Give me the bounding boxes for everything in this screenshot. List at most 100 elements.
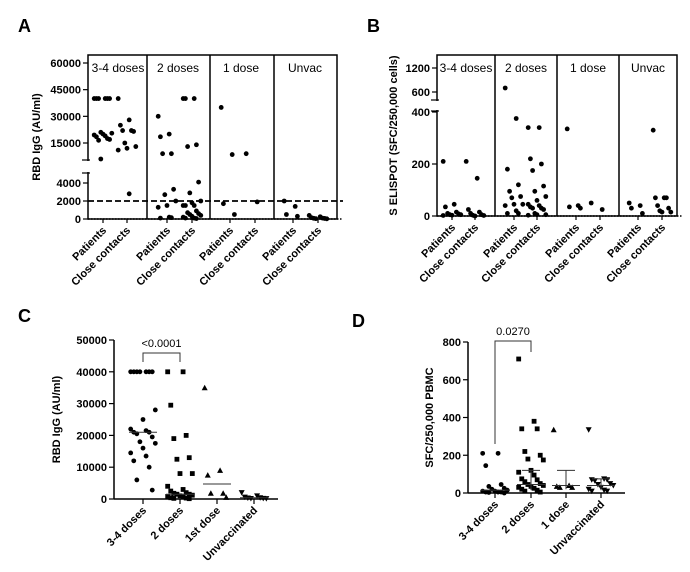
data-point (107, 96, 112, 101)
data-point (126, 117, 132, 123)
data-point (155, 204, 161, 210)
data-point (149, 369, 155, 375)
data-point (221, 201, 226, 207)
y-tick-label: 50000 (76, 335, 107, 347)
significance-bracket (142, 352, 181, 362)
x-category-label: 3-4 doses (105, 505, 149, 549)
data-point (292, 204, 298, 209)
plot-frame (87, 54, 338, 220)
data-point (158, 134, 163, 140)
data-point (518, 194, 523, 199)
data-point (585, 486, 592, 493)
data-point (522, 479, 528, 485)
data-point (284, 212, 289, 217)
data-point (164, 203, 170, 208)
data-point (594, 482, 601, 488)
data-point (220, 490, 227, 496)
data-point (567, 204, 572, 210)
data-point (463, 159, 469, 164)
data-point (165, 483, 171, 489)
data-point (509, 195, 515, 201)
data-point (137, 439, 143, 445)
subpanel-title: 3-4 doses (92, 61, 145, 75)
data-point (140, 445, 146, 451)
data-point (171, 490, 177, 496)
data-point (534, 426, 540, 432)
data-point (180, 494, 186, 500)
y-axis-label: S ELISPOT (SFC/250,000 cells) (388, 55, 400, 216)
y-tick-label: 60000 (50, 58, 81, 70)
data-point (126, 191, 132, 197)
data-point (173, 198, 179, 204)
data-point (536, 125, 542, 130)
y-tick-label: 400 (412, 107, 430, 119)
data-point (541, 207, 546, 212)
data-point (109, 130, 115, 136)
data-point (143, 453, 149, 459)
data-point (516, 356, 522, 362)
data-point (513, 116, 519, 121)
data-point (591, 478, 598, 484)
data-point (223, 494, 230, 500)
data-point (174, 456, 180, 462)
data-point (585, 427, 592, 433)
p-value-label: 0.0270 (496, 326, 530, 338)
data-point (440, 159, 446, 164)
data-point (569, 484, 576, 490)
data-point (180, 487, 186, 492)
y-tick-label: 20000 (76, 430, 107, 442)
data-point (324, 216, 330, 222)
data-point (534, 477, 540, 483)
data-point (530, 205, 535, 211)
data-point (168, 488, 174, 494)
data-point (186, 496, 192, 502)
data-point (540, 457, 546, 463)
y-tick-label: 15000 (50, 138, 81, 150)
data-point (466, 207, 471, 212)
data-point (158, 215, 163, 221)
data-point (599, 207, 605, 212)
data-point (531, 418, 537, 424)
data-point (177, 471, 183, 476)
data-point (501, 490, 507, 496)
data-point (191, 203, 197, 208)
data-point (531, 485, 537, 491)
data-point (186, 455, 192, 461)
data-point (194, 216, 199, 221)
data-point (204, 472, 211, 478)
data-point (578, 205, 583, 211)
data-point (120, 128, 125, 133)
p-value-label: <0.0001 (141, 338, 181, 350)
y-axis-label: RBD IgG (AU/ml) (51, 375, 63, 463)
data-point (183, 96, 188, 101)
data-point (541, 183, 546, 189)
data-point (507, 188, 512, 194)
data-point (131, 129, 137, 134)
data-point (451, 201, 457, 207)
subpanel-title: Unvac (631, 61, 665, 75)
y-tick-label: 0 (101, 494, 107, 506)
data-point (189, 471, 195, 476)
significance-bracket (494, 340, 532, 444)
data-point (626, 200, 632, 206)
data-point (528, 156, 533, 162)
data-point (443, 204, 448, 210)
data-point (534, 198, 540, 203)
data-point (519, 426, 525, 432)
data-point (519, 486, 525, 492)
data-point (537, 489, 543, 495)
data-point (115, 96, 121, 101)
subpanel-title: Unvac (288, 61, 322, 75)
data-point (122, 140, 128, 146)
x-category-label: 2 doses (149, 505, 186, 542)
data-point (107, 137, 112, 142)
axis-break-gap (85, 161, 91, 172)
data-point (637, 203, 643, 209)
data-point (516, 182, 521, 188)
data-point (183, 490, 189, 496)
data-point (155, 113, 161, 119)
data-point (152, 407, 158, 413)
y-tick-label: 0 (455, 488, 461, 500)
y-tick-label: 800 (443, 337, 461, 349)
x-category-label: 1 dose (539, 499, 572, 532)
